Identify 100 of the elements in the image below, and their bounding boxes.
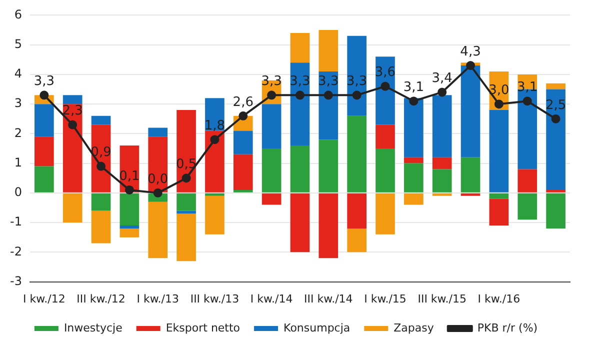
bar: [233, 190, 253, 192]
y-tick-label: 2: [14, 126, 22, 140]
point: [153, 188, 162, 198]
point: [324, 90, 333, 100]
point: [551, 114, 560, 124]
bar: [518, 169, 538, 192]
bar: [262, 148, 282, 192]
bar: [290, 62, 310, 146]
point: [352, 90, 362, 100]
bar: [290, 193, 310, 252]
x-tick-label: III kw./15: [418, 292, 466, 306]
bar: [376, 56, 395, 125]
y-tick-label: 5: [14, 36, 22, 51]
x-tick-label: I kw./12: [23, 292, 66, 306]
x-tick-label: III kw./12: [76, 292, 126, 306]
bar: [120, 193, 140, 226]
bar: [318, 140, 338, 192]
bar: [404, 193, 424, 205]
x-tick-label: I kw./15: [364, 292, 406, 306]
data-label: 2,5: [545, 98, 566, 113]
bar: [318, 30, 338, 72]
point: [494, 100, 504, 109]
bar: [318, 193, 338, 258]
point: [409, 96, 418, 106]
bar: [546, 193, 566, 228]
bar: [176, 110, 196, 192]
data-label: 2,6: [232, 94, 254, 110]
data-label: 2,3: [62, 104, 83, 119]
point: [522, 96, 532, 106]
point: [96, 162, 106, 171]
x-tick-label: III kw./13: [190, 292, 240, 306]
bar: [347, 116, 366, 192]
bar: [233, 154, 253, 190]
y-tick-label: 3: [14, 96, 22, 110]
bar: [318, 71, 338, 140]
point: [380, 82, 390, 91]
bar: [347, 36, 366, 116]
y-tick-label: 6: [14, 7, 22, 22]
legend-label: Zapasy: [394, 321, 434, 334]
y-tick-label: -3: [10, 274, 22, 288]
data-label: 3,3: [346, 74, 368, 90]
bar: [176, 210, 196, 214]
bar: [91, 193, 111, 211]
legend-label: Eksport netto: [166, 321, 240, 334]
bar: [376, 193, 395, 234]
x-tick-label: I kw./13: [136, 292, 180, 306]
data-label: 1,8: [204, 118, 226, 134]
bar: [404, 157, 424, 164]
bar: [205, 130, 224, 192]
y-tick-label: 0: [14, 185, 22, 200]
y-tick-label: -2: [10, 244, 22, 258]
bar: [432, 95, 452, 158]
data-label: 3,4: [432, 71, 452, 86]
bar: [290, 32, 310, 63]
bar: [432, 193, 452, 196]
data-label: 3,3: [318, 74, 339, 90]
x-tick-label: III kw./14: [304, 292, 353, 306]
bar: [233, 130, 253, 154]
legend-label: Konsumpcja: [284, 321, 350, 334]
bar: [62, 104, 82, 192]
bar: [205, 196, 224, 234]
bar: [91, 210, 111, 244]
data-label: 3,6: [374, 65, 396, 80]
bar: [120, 228, 140, 238]
point: [68, 120, 78, 130]
bar: [34, 166, 54, 192]
x-tick-label: I kw./16: [478, 292, 520, 306]
data-label: 3,3: [34, 74, 55, 90]
bar: [489, 198, 509, 226]
bar: [460, 66, 480, 158]
bar: [62, 193, 82, 223]
bar: [347, 228, 366, 252]
bar: [148, 202, 168, 258]
x-tick-label: I kw./14: [250, 292, 293, 306]
point: [124, 185, 134, 194]
bar: [62, 95, 82, 104]
bar: [34, 136, 54, 166]
data-label: 3,3: [290, 74, 310, 90]
y-tick-label: -1: [10, 214, 22, 229]
point: [295, 90, 304, 100]
bar: [460, 157, 480, 192]
data-label: 4,3: [460, 44, 481, 60]
bar: [176, 193, 196, 211]
legend-label: Inwestycje: [64, 321, 123, 334]
point: [210, 135, 220, 144]
data-label: 0,1: [119, 168, 140, 184]
bar: [262, 104, 282, 148]
bar: [489, 193, 509, 199]
bar: [376, 148, 395, 192]
data-label: 3,0: [488, 82, 510, 98]
bar: [404, 163, 424, 192]
bar: [376, 124, 395, 148]
bar: [460, 193, 480, 196]
bar: [489, 110, 509, 192]
bar: [205, 193, 224, 196]
y-tick-label: 1: [14, 155, 22, 170]
bar: [546, 89, 566, 190]
bar: [148, 128, 168, 137]
data-label: 0,0: [148, 172, 168, 187]
bar: [290, 146, 310, 192]
